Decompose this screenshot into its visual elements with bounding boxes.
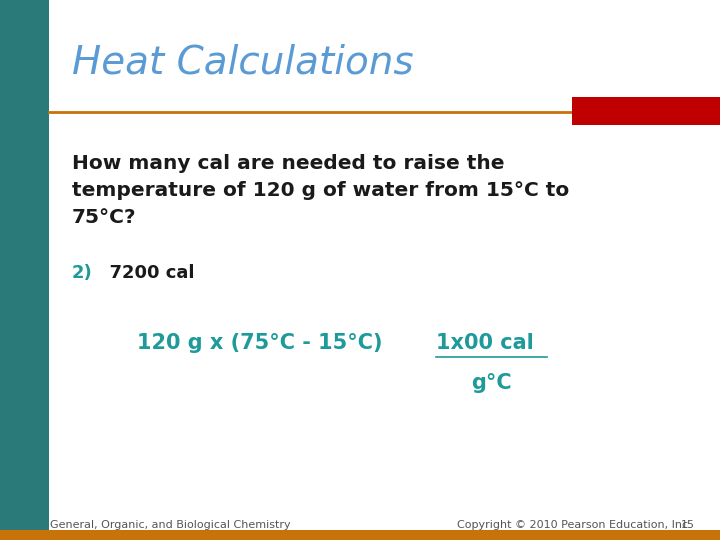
Text: 1x00 cal: 1x00 cal [436, 333, 534, 353]
Text: 120 g x (75°C - 15°C): 120 g x (75°C - 15°C) [137, 333, 382, 353]
Text: 7200 cal: 7200 cal [97, 264, 194, 282]
Text: Copyright © 2010 Pearson Education, Inc.: Copyright © 2010 Pearson Education, Inc. [457, 520, 692, 530]
Text: Heat Calculations: Heat Calculations [72, 43, 413, 81]
Bar [0, 0, 49, 540]
Text: General, Organic, and Biological Chemistry: General, Organic, and Biological Chemist… [50, 520, 291, 530]
Text: 15: 15 [680, 520, 694, 530]
Text: g°C: g°C [471, 373, 512, 394]
Text: 2): 2) [72, 264, 93, 282]
Text: How many cal are needed to raise the
temperature of 120 g of water from 15°C to
: How many cal are needed to raise the tem… [72, 154, 570, 227]
Bar [0, 530, 720, 540]
Bar [572, 97, 720, 125]
